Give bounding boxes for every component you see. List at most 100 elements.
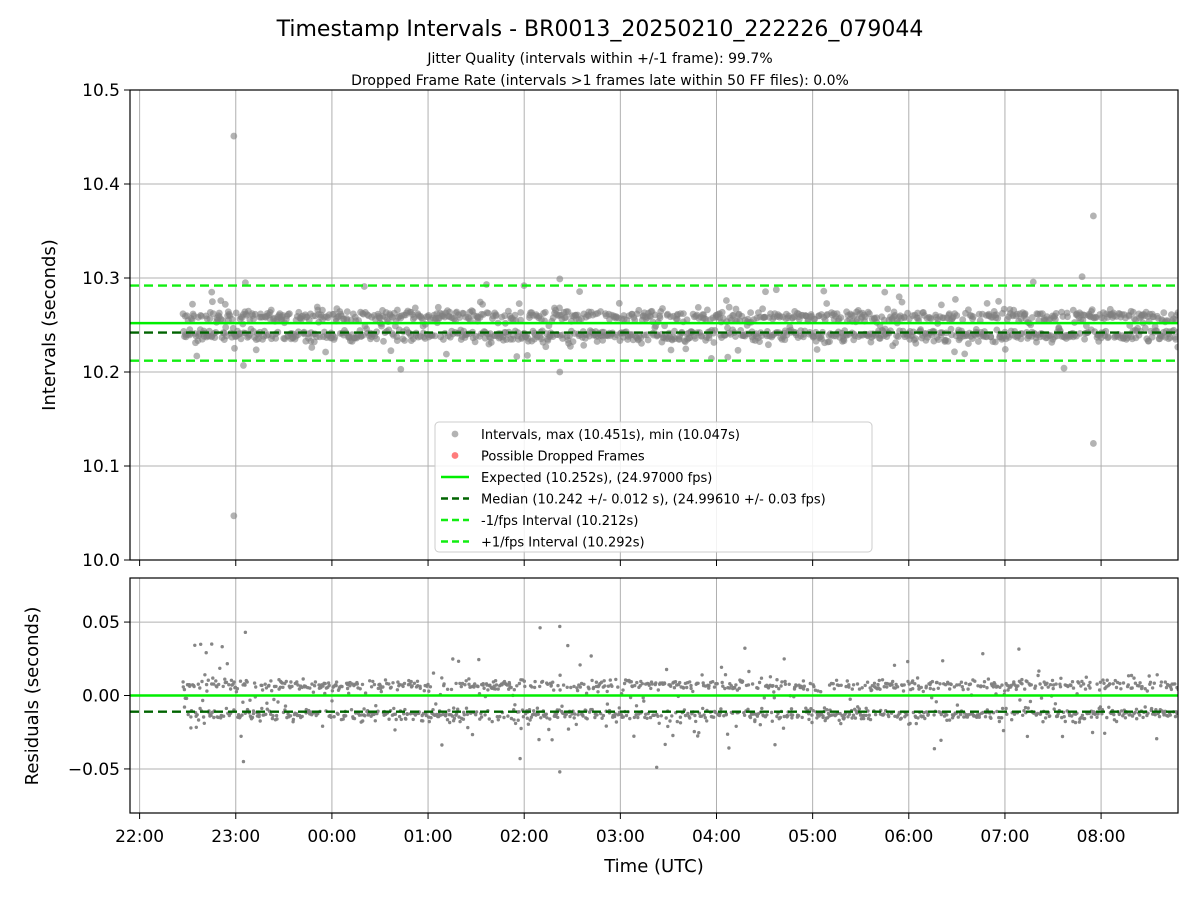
interval-point bbox=[467, 677, 471, 681]
interval-point bbox=[786, 714, 790, 718]
interval-point bbox=[595, 713, 599, 717]
interval-point bbox=[882, 712, 886, 716]
interval-point bbox=[524, 352, 531, 359]
interval-point bbox=[479, 301, 486, 308]
interval-point bbox=[558, 688, 562, 692]
interval-point bbox=[452, 706, 456, 710]
interval-point bbox=[402, 712, 406, 716]
interval-point bbox=[811, 709, 815, 713]
interval-point bbox=[759, 305, 766, 313]
interval-point bbox=[340, 684, 344, 689]
interval-point bbox=[721, 684, 725, 688]
chart-title: Timestamp Intervals - BR0013_20250210_22… bbox=[276, 17, 924, 42]
interval-point bbox=[621, 715, 625, 719]
interval-point bbox=[1022, 687, 1027, 691]
interval-point bbox=[211, 334, 219, 341]
interval-point bbox=[301, 677, 305, 681]
interval-point bbox=[673, 680, 678, 684]
interval-point bbox=[362, 707, 366, 711]
interval-point bbox=[781, 726, 786, 730]
interval-point bbox=[411, 717, 415, 722]
interval-point bbox=[1071, 686, 1076, 690]
interval-point bbox=[740, 679, 745, 684]
top-y-tick-label: 10.1 bbox=[82, 457, 120, 477]
interval-point bbox=[691, 689, 695, 694]
interval-point bbox=[473, 682, 477, 686]
interval-point bbox=[710, 339, 718, 346]
interval-point bbox=[1101, 678, 1105, 682]
interval-point bbox=[1164, 685, 1169, 690]
interval-point bbox=[863, 683, 867, 688]
interval-point bbox=[758, 723, 762, 727]
interval-point bbox=[644, 336, 652, 344]
interval-point bbox=[539, 716, 543, 720]
interval-point bbox=[196, 718, 201, 722]
interval-point bbox=[790, 713, 795, 717]
interval-point bbox=[291, 717, 296, 722]
interval-point bbox=[1021, 713, 1025, 717]
interval-point bbox=[600, 716, 604, 720]
interval-point bbox=[825, 708, 829, 712]
interval-point bbox=[1098, 680, 1103, 684]
interval-point bbox=[1194, 333, 1200, 340]
interval-point bbox=[1040, 686, 1044, 690]
interval-point bbox=[515, 300, 523, 307]
interval-point bbox=[574, 722, 578, 727]
interval-point bbox=[199, 642, 203, 646]
interval-point bbox=[1195, 336, 1200, 343]
interval-point bbox=[1183, 718, 1186, 721]
interval-point bbox=[1082, 716, 1087, 721]
interval-point bbox=[551, 680, 555, 684]
interval-point bbox=[1155, 737, 1159, 741]
interval-point bbox=[204, 651, 208, 655]
interval-point bbox=[1020, 677, 1024, 682]
interval-point bbox=[704, 306, 711, 314]
interval-point bbox=[376, 686, 380, 691]
interval-point bbox=[860, 686, 864, 690]
interval-point bbox=[746, 683, 751, 687]
interval-point bbox=[1187, 333, 1194, 340]
interval-point bbox=[989, 716, 993, 720]
interval-point bbox=[944, 337, 952, 345]
interval-point bbox=[198, 686, 202, 690]
interval-point bbox=[458, 681, 462, 686]
interval-point bbox=[418, 686, 422, 690]
interval-point bbox=[771, 684, 775, 688]
interval-point bbox=[538, 626, 542, 630]
top-y-tick-label: 10.3 bbox=[82, 269, 120, 289]
interval-point bbox=[391, 681, 395, 685]
x-axis-label: Time (UTC) bbox=[603, 856, 704, 877]
interval-point bbox=[1052, 707, 1056, 711]
interval-point bbox=[688, 680, 692, 684]
interval-point bbox=[496, 718, 500, 722]
interval-point bbox=[1036, 673, 1040, 678]
interval-point bbox=[664, 716, 668, 720]
interval-point bbox=[899, 716, 903, 720]
interval-point bbox=[582, 682, 586, 686]
interval-point bbox=[697, 731, 701, 735]
interval-point bbox=[756, 686, 760, 690]
interval-point bbox=[1184, 710, 1187, 713]
interval-point bbox=[647, 683, 651, 687]
interval-point bbox=[440, 743, 444, 747]
interval-point bbox=[270, 689, 274, 693]
interval-point bbox=[614, 720, 619, 724]
interval-point bbox=[374, 704, 378, 708]
interval-point bbox=[1081, 682, 1086, 686]
interval-point bbox=[545, 716, 549, 720]
interval-point bbox=[734, 346, 742, 354]
interval-point bbox=[992, 338, 999, 346]
interval-point bbox=[748, 715, 753, 720]
interval-point bbox=[670, 714, 674, 718]
interval-point bbox=[493, 679, 498, 683]
interval-point bbox=[916, 684, 921, 688]
interval-point bbox=[689, 686, 693, 691]
bottom-y-tick-label: 0.05 bbox=[82, 613, 120, 633]
interval-point bbox=[1033, 338, 1040, 346]
interval-point bbox=[427, 719, 431, 724]
outlier-point bbox=[241, 759, 246, 764]
interval-point bbox=[221, 684, 225, 689]
interval-point bbox=[805, 688, 810, 692]
interval-point bbox=[205, 689, 209, 693]
interval-point bbox=[765, 713, 769, 717]
